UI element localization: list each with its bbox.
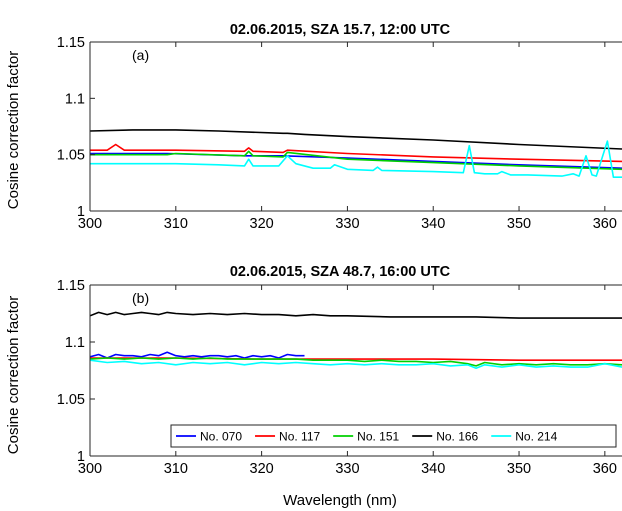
legend: No. 070 No. 117 No. 151 No. 166 No. 214 bbox=[170, 424, 617, 448]
y-tick-label: 1.1 bbox=[65, 91, 85, 107]
panel-b-title: 02.06.2015, SZA 48.7, 16:00 UTC bbox=[230, 264, 451, 280]
legend-label: No. 151 bbox=[357, 430, 399, 444]
y-tick-label: 1 bbox=[77, 449, 85, 465]
series-line-no-151 bbox=[90, 357, 622, 367]
series-line-no-070 bbox=[90, 351, 305, 359]
y-tick-label: 1.05 bbox=[57, 392, 85, 408]
series-group-b bbox=[90, 311, 622, 370]
panel-b-plot: 300 310 320 330 340 350 360 1 1.05 1.1 1.15 (b) No. … bbox=[57, 278, 622, 477]
y-tick-label: 1.05 bbox=[57, 148, 85, 164]
legend-label: No. 117 bbox=[279, 430, 320, 444]
x-tick-label: 350 bbox=[507, 216, 531, 232]
y-tick-label: 1 bbox=[77, 204, 85, 220]
panel-b-ylabel: Cosine correction factor bbox=[5, 296, 22, 454]
y-tick-label: 1.1 bbox=[65, 335, 85, 351]
panel-a-ylabel: Cosine correction factor bbox=[5, 51, 22, 209]
y-tick-label: 1.15 bbox=[57, 278, 85, 294]
panel-b-xlabel: Wavelength (nm) bbox=[283, 492, 397, 509]
x-tick-label: 360 bbox=[593, 461, 617, 477]
series-line-no-214 bbox=[90, 140, 622, 178]
x-tick-label: 300 bbox=[78, 216, 102, 232]
x-tick-label: 320 bbox=[250, 461, 274, 477]
series-group-a bbox=[90, 129, 622, 178]
x-tick-label: 310 bbox=[164, 461, 188, 477]
legend-label: No. 070 bbox=[200, 430, 242, 444]
panel-label-a: (a) bbox=[132, 47, 149, 63]
series-line-no-151 bbox=[90, 150, 622, 171]
series-line-no-166 bbox=[90, 311, 622, 319]
panel-a-title: 02.06.2015, SZA 15.7, 12:00 UTC bbox=[230, 22, 451, 38]
series-line-no-214 bbox=[90, 359, 622, 370]
series-line-no-166 bbox=[90, 129, 622, 150]
x-tick-label: 310 bbox=[164, 216, 188, 232]
x-tick-label: 350 bbox=[507, 461, 531, 477]
x-tick-label: 360 bbox=[593, 216, 617, 232]
panel-a: 02.06.2015, SZA 15.7, 12:00 UTC Cosine c… bbox=[5, 22, 622, 232]
plot-area-a bbox=[90, 42, 622, 211]
y-tick-label: 1.15 bbox=[57, 35, 85, 51]
x-tick-label: 340 bbox=[421, 216, 445, 232]
legend-label: No. 214 bbox=[515, 430, 557, 444]
x-tick-label: 340 bbox=[421, 461, 445, 477]
x-tick-label: 330 bbox=[335, 216, 359, 232]
x-tick-label: 300 bbox=[78, 461, 102, 477]
legend-label: No. 166 bbox=[436, 430, 478, 444]
panel-b: 02.06.2015, SZA 48.7, 16:00 UTC Cosine c… bbox=[5, 264, 622, 509]
legend-box bbox=[170, 424, 617, 448]
panel-a-plot: 300 310 320 330 340 350 360 1 1.05 1.1 1.15 (a) bbox=[57, 35, 622, 232]
x-tick-label: 330 bbox=[335, 461, 359, 477]
panel-label-b: (b) bbox=[132, 290, 149, 306]
series-line-no-117 bbox=[90, 143, 622, 163]
x-tick-label: 320 bbox=[250, 216, 274, 232]
